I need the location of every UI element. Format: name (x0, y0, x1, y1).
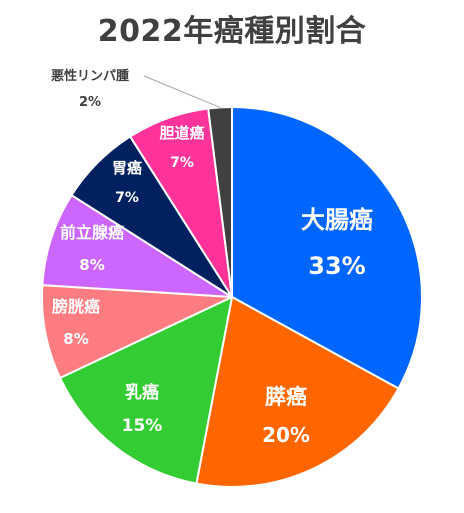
pie-slice (41, 284, 233, 380)
slice-labels: 大腸癌 33% 膵癌 20% 乳癌 15% 膀胱癌 8% 前立腺癌 8% 胃癌 7% 胆道癌 7% 悪性リン… (51, 68, 373, 447)
slice-value-label: 8% (63, 330, 88, 348)
pie-slice (41, 193, 233, 298)
slice-value-label: 8% (79, 256, 104, 274)
slice-label: 膵癌 (265, 385, 307, 409)
pie-slices (41, 105, 423, 488)
slice-label: 大腸癌 (301, 206, 373, 234)
slice-label: 乳癌 (125, 382, 159, 403)
pie-slice (231, 105, 423, 390)
slice-value-label: 15% (122, 416, 163, 436)
leader-lines (143, 75, 221, 108)
chart-title: 2022年癌種別割合 (97, 14, 367, 49)
leader-line (143, 75, 221, 108)
slice-value-label: 7% (170, 155, 194, 171)
slice-label: 胆道癌 (159, 124, 204, 142)
slice-value-label: 7% (115, 190, 139, 206)
pie-slice (195, 295, 400, 488)
slice-label: 胃癌 (112, 159, 142, 177)
slice-label: 悪性リンパ腫 (51, 68, 129, 84)
slice-value-label: 2% (79, 95, 101, 110)
pie-slice (58, 295, 234, 485)
slice-value-label: 33% (308, 252, 365, 280)
slice-label: 膀胱癌 (52, 297, 100, 316)
slice-label: 前立腺癌 (60, 223, 124, 242)
slice-value-label: 20% (262, 423, 310, 447)
